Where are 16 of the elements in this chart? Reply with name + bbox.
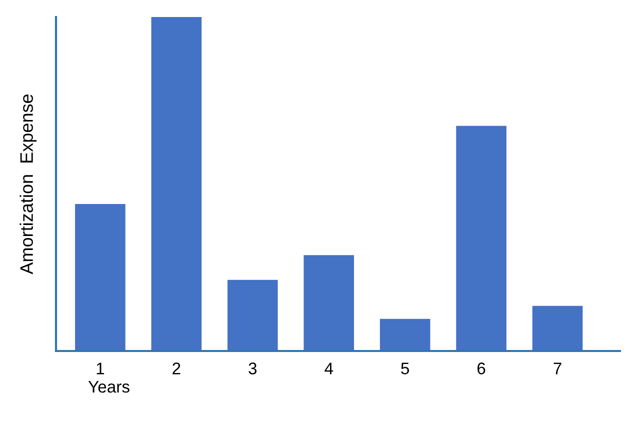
- bar: [75, 204, 126, 351]
- bar: [532, 306, 583, 351]
- x-tick-label: 6: [478, 362, 486, 374]
- y-axis-title: Amortization Expense: [20, 94, 37, 274]
- x-tick-label: 7: [554, 362, 562, 374]
- bar: [151, 17, 202, 351]
- bar: [456, 126, 506, 351]
- x-axis-title: Years: [88, 381, 130, 393]
- x-tick-label: 3: [248, 362, 257, 374]
- bar: [304, 255, 354, 351]
- x-tick-label: 5: [401, 362, 410, 374]
- x-tick-label: 2: [172, 362, 180, 374]
- bar: [227, 280, 278, 351]
- x-tick-label: 1: [96, 362, 104, 374]
- bar: [380, 318, 430, 351]
- x-tick-label: 4: [324, 362, 333, 374]
